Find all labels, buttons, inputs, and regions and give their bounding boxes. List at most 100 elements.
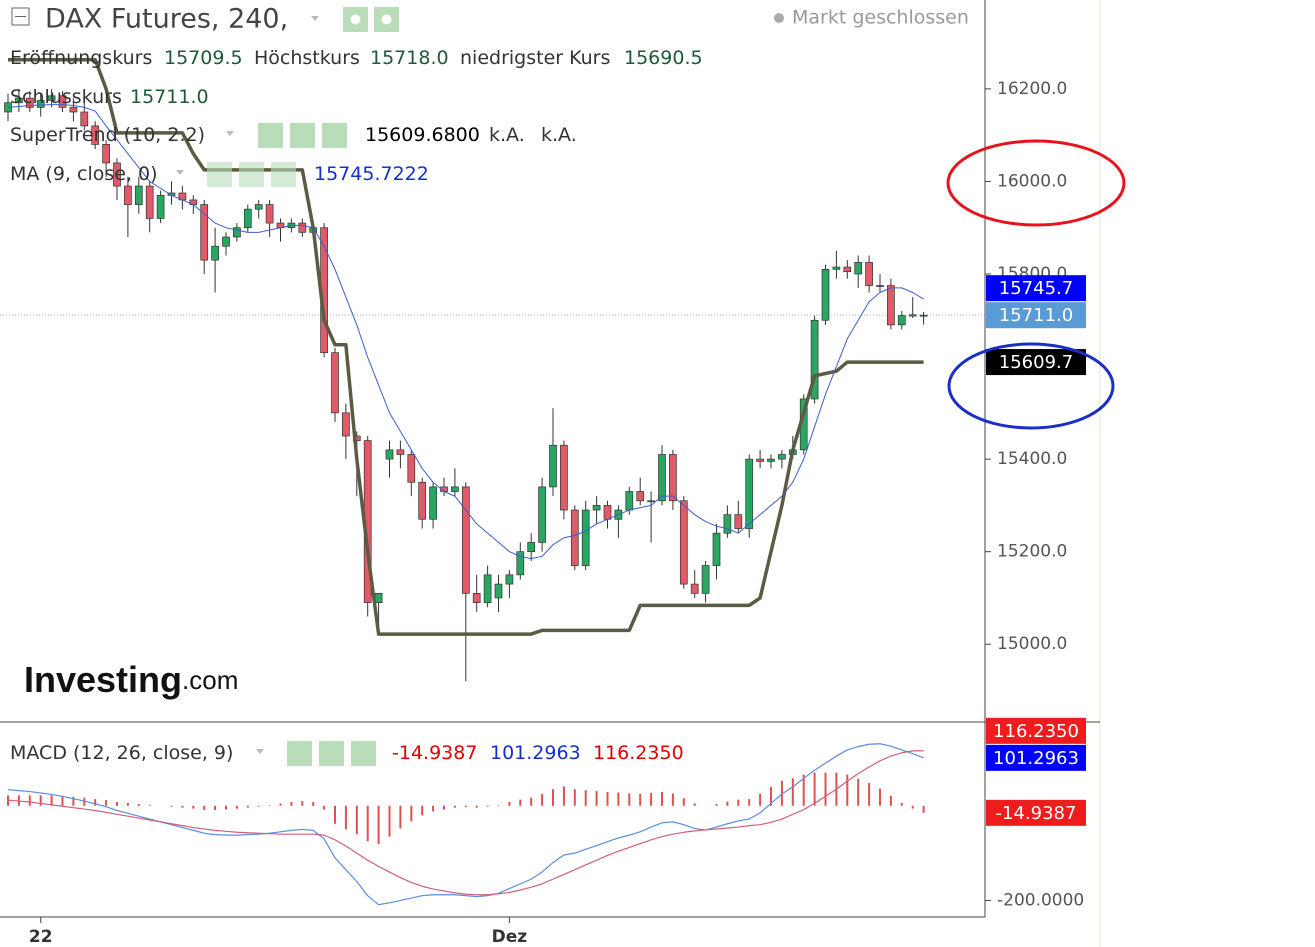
gear-icon[interactable] — [319, 741, 344, 766]
histogram-bar — [203, 805, 206, 811]
histogram-bar — [181, 805, 184, 808]
price-tag-box — [986, 799, 1086, 826]
label: Schlusskurs — [10, 86, 122, 108]
candle-body — [516, 551, 525, 576]
x-tick-label: 22 — [29, 927, 53, 947]
icon-glyph — [350, 14, 361, 25]
y-tick-label: 16000.0 — [997, 171, 1067, 191]
legend-name: MACD (12, 26, close, 9) — [10, 742, 233, 764]
histogram-bar — [682, 798, 685, 806]
market-status: Markt geschlossen — [792, 7, 969, 29]
histogram-bar — [759, 793, 762, 806]
candle-body — [36, 100, 45, 108]
histogram-bar — [126, 802, 129, 806]
y-tick-label: 15200.0 — [997, 542, 1067, 562]
candle-body — [723, 514, 732, 534]
candle-body — [331, 352, 339, 414]
candle-body — [25, 97, 34, 108]
candle-body — [69, 107, 78, 113]
candle-body — [47, 95, 56, 101]
histogram-bar — [116, 801, 118, 806]
histogram-bar — [595, 791, 598, 806]
label: niedrigster Kurs — [460, 47, 610, 69]
gear-icon[interactable] — [239, 162, 264, 187]
close-icon[interactable] — [322, 123, 347, 148]
eye-icon[interactable] — [287, 741, 312, 766]
histogram-bar — [857, 778, 860, 806]
y-tick-label: 15400.0 — [997, 449, 1067, 469]
candle-body — [865, 262, 873, 286]
candle-body — [494, 583, 503, 599]
candle-body — [549, 444, 557, 488]
histogram-bar — [900, 802, 903, 806]
histogram-bar — [715, 803, 718, 806]
close-icon[interactable] — [271, 162, 296, 187]
series-line — [7, 104, 924, 560]
price-tag-label: 101.2963 — [993, 748, 1079, 769]
candle-body — [418, 481, 427, 520]
y-tick-label: 15000.0 — [997, 634, 1067, 654]
candle-body — [887, 285, 895, 326]
histogram-bar — [170, 805, 173, 807]
histogram-bar — [770, 786, 772, 806]
collapse-box[interactable] — [11, 7, 30, 26]
histogram-bar — [791, 778, 794, 806]
candle-body — [658, 454, 666, 502]
candle-body — [767, 458, 775, 462]
close-icon[interactable] — [351, 741, 376, 766]
histogram-bar — [693, 803, 696, 806]
candle-body — [527, 542, 536, 553]
logo: Investing.com — [24, 659, 238, 700]
eye-icon[interactable] — [258, 123, 283, 148]
histogram-bar — [530, 797, 533, 806]
ohlc-legend: Schlusskurs 15711.0 — [10, 86, 209, 108]
icon-glyph — [381, 14, 392, 25]
candle-body — [396, 449, 405, 455]
dropdown[interactable] — [176, 170, 184, 175]
candle-body — [843, 266, 852, 273]
value: 15711.0 — [130, 86, 209, 108]
candle-body — [243, 208, 252, 229]
candle-body — [919, 314, 928, 317]
series-line — [7, 750, 924, 896]
candle-body — [200, 204, 209, 261]
gear-icon[interactable] — [290, 123, 315, 148]
histogram-bar — [508, 801, 511, 806]
candle-body — [756, 458, 764, 462]
dropdown[interactable] — [226, 131, 234, 136]
candle-body — [407, 454, 416, 483]
legend-value: 116.2350 — [593, 742, 684, 764]
histogram-bar — [464, 805, 467, 808]
histogram-bar — [72, 796, 75, 806]
price-tag-label: 15745.7 — [999, 278, 1073, 299]
histogram-bar — [868, 783, 871, 806]
candle-body — [91, 125, 100, 145]
histogram-bar — [889, 795, 892, 806]
candle-body — [603, 505, 612, 520]
histogram-bar — [192, 805, 195, 809]
histogram-bar — [606, 792, 609, 806]
histogram-bar — [388, 805, 391, 837]
histogram-bar — [879, 788, 881, 806]
histogram-bar — [573, 789, 576, 806]
annotation-circle — [947, 342, 1115, 430]
candle-body — [374, 592, 383, 603]
histogram-bar — [639, 793, 642, 806]
legend-value: k.A. — [489, 124, 525, 146]
candle-body — [821, 269, 830, 321]
candle-body — [342, 412, 350, 437]
candle-body — [625, 491, 634, 511]
histogram-bar — [246, 805, 249, 808]
candle-body — [254, 204, 263, 210]
plot: 15000.015200.015400.015800.016000.016200… — [0, 57, 1084, 947]
candle-body — [233, 227, 241, 238]
histogram-bar — [813, 772, 816, 806]
histogram-bar — [355, 805, 358, 835]
histogram-bar — [922, 805, 925, 813]
dropdown[interactable] — [256, 749, 264, 754]
eye-icon[interactable] — [207, 162, 232, 187]
candle-body — [505, 574, 514, 585]
dropdown[interactable] — [311, 16, 319, 21]
candle-body — [778, 454, 786, 460]
